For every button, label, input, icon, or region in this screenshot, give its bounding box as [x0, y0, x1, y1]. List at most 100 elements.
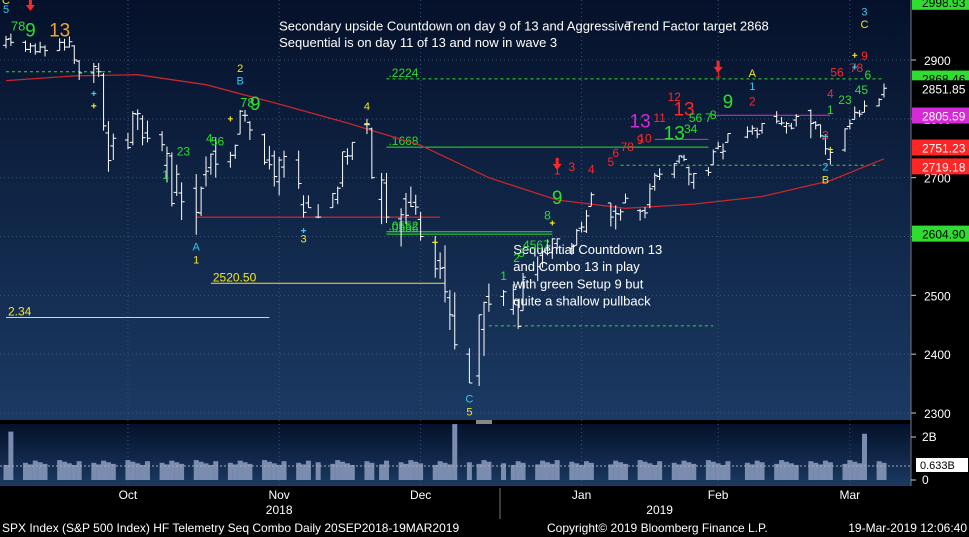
level-label: .2224 — [388, 66, 418, 80]
candle — [476, 314, 483, 386]
volume-bar — [535, 464, 541, 480]
month-label: Mar — [840, 488, 861, 502]
price-flag — [912, 139, 969, 156]
volume-bar — [808, 461, 814, 480]
chart-annotation: 1 — [193, 255, 199, 267]
chart-annotation: Secondary upside Countdown on day 9 of 1… — [279, 19, 631, 34]
volume-bar — [725, 461, 731, 480]
candle — [773, 111, 780, 124]
volume-bar — [179, 463, 185, 480]
volume-bar — [481, 460, 487, 480]
volume-bar — [413, 461, 419, 480]
chart-annotation: quite a shallow pullback — [513, 293, 651, 308]
candle — [334, 186, 341, 205]
chart-annotation: 56 — [211, 134, 225, 148]
volume-bar — [783, 461, 789, 480]
candle — [778, 117, 785, 126]
volume-bar — [144, 461, 150, 480]
candle — [110, 133, 117, 161]
panel-divider-handle[interactable] — [476, 420, 492, 424]
volume-bar — [510, 464, 516, 480]
month-label: Feb — [708, 488, 729, 502]
level-label: .0556 — [388, 221, 418, 235]
volume-bar — [520, 462, 526, 480]
volume-bar — [237, 460, 243, 480]
year-label: 2018 — [266, 503, 293, 517]
candle — [856, 110, 863, 118]
plus-marker — [549, 220, 555, 226]
volume-bar — [125, 460, 131, 480]
volume-bar — [544, 462, 550, 480]
volume-tick-label: 0.633B — [920, 460, 955, 472]
volume-bar — [574, 463, 580, 480]
chart-annotation: 4 — [827, 87, 834, 101]
chart-annotation: A — [749, 68, 757, 80]
candle — [583, 210, 590, 233]
price-tick-label: 2700 — [924, 172, 951, 186]
candle — [207, 153, 214, 175]
candle — [417, 211, 424, 241]
candle — [163, 146, 170, 183]
volume-bar — [744, 462, 750, 480]
chart-annotation: 13 — [630, 112, 651, 133]
volume-bar — [140, 464, 146, 480]
volume-bar — [330, 463, 336, 480]
candle — [295, 150, 302, 189]
plus-marker — [852, 52, 858, 58]
plus-marker — [301, 228, 307, 234]
chart-annotation: 23 — [177, 144, 191, 158]
candle — [349, 141, 356, 161]
volume-bar — [437, 461, 443, 480]
volume-tick-label: 0 — [922, 473, 929, 487]
candle — [329, 192, 336, 209]
price-chart: .2224 .1668 .0552.0556 2520.50 2.34 Secondar… — [0, 0, 969, 519]
volume-bar — [27, 464, 33, 480]
candle — [451, 292, 458, 350]
volume-bar — [403, 463, 409, 480]
chart-annotation: 5 — [466, 406, 472, 418]
volume-bar — [588, 462, 594, 480]
candle — [178, 182, 185, 221]
chart-annotation: 3 — [518, 246, 525, 260]
volume-bar — [657, 461, 663, 480]
price-flag-label: 2851.85 — [922, 82, 966, 96]
levels-group: .2224 .1668 .0552.0556 2520.50 2.34 — [6, 66, 884, 327]
volume-bar — [569, 461, 575, 480]
candle — [646, 183, 653, 209]
candle — [759, 122, 766, 134]
candle — [788, 122, 795, 130]
volume-bar — [447, 464, 453, 480]
footer-bar: SPX Index (S&P 500 Index) HF Telemetry S… — [0, 519, 969, 537]
plus-marker — [227, 116, 233, 122]
volume-bar — [618, 462, 624, 480]
price-tick-label: 2900 — [924, 54, 951, 68]
candle — [588, 192, 595, 207]
chart-annotation: 1 — [554, 164, 561, 178]
volume-bar — [622, 463, 628, 480]
candle — [573, 228, 580, 246]
plus-marker — [364, 121, 370, 127]
price-flags-group: 2998.932868.462851.852805.592751.232719.… — [912, 0, 969, 242]
price-flag-label: 2751.23 — [922, 142, 966, 156]
chart-annotation: 4567 — [523, 238, 550, 252]
plus-marker — [827, 146, 833, 152]
candle — [622, 193, 629, 204]
candle — [378, 172, 385, 225]
volume-bar — [813, 462, 819, 480]
candle — [105, 121, 112, 172]
volume-bar — [647, 463, 653, 480]
chart-annotation: 78 — [850, 61, 864, 75]
candle — [144, 120, 151, 143]
plus-marker — [852, 64, 858, 70]
down-arrow-icon — [552, 157, 562, 170]
footer-title: SPX Index (S&P 500 Index) HF Telemetry S… — [2, 521, 460, 535]
price-flag-label: 2998.93 — [922, 0, 966, 10]
candle — [173, 164, 180, 196]
candle — [515, 299, 522, 329]
candle — [271, 150, 278, 187]
chart-annotation: 9 — [861, 49, 868, 63]
candle — [485, 283, 492, 312]
chart-annotation: and Combo 13 in play — [513, 259, 640, 274]
chart-annotation: 13 — [664, 123, 685, 144]
volume-bar — [305, 460, 311, 480]
